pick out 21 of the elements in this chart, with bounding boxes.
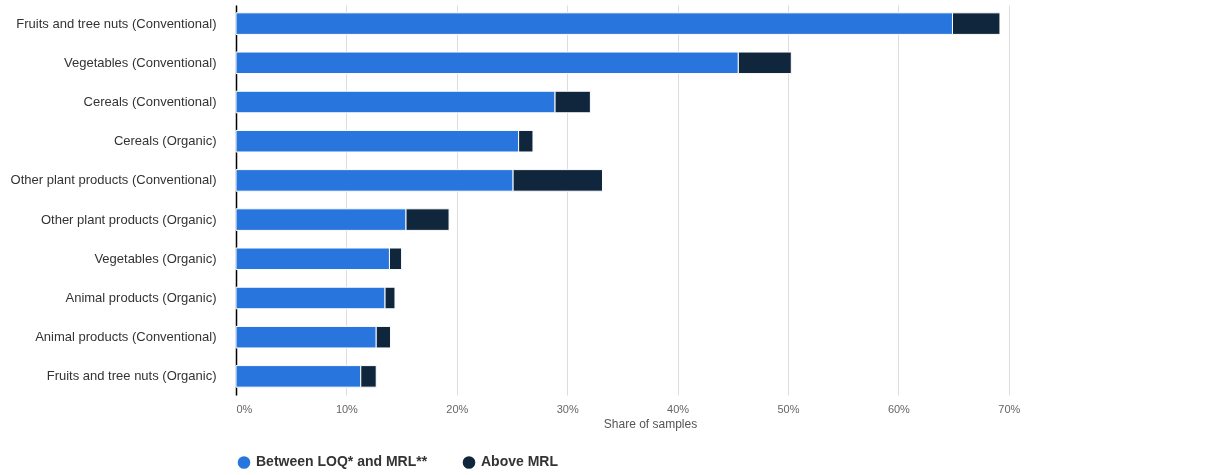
x-tick-label: 70% bbox=[998, 402, 1021, 415]
legend-label: Above MRL bbox=[481, 453, 559, 470]
y-tick-label: Animal products (Conventional) bbox=[35, 329, 217, 345]
legend-label: Between LOQ* and MRL** bbox=[256, 453, 428, 470]
y-tick-label: Cereals (Conventional) bbox=[83, 94, 217, 110]
y-tick-label: Fruits and tree nuts (Organic) bbox=[46, 368, 217, 384]
x-tick-label: 50% bbox=[777, 402, 800, 415]
x-tick-label: 10% bbox=[335, 402, 359, 415]
x-tick-label: 20% bbox=[446, 402, 469, 415]
y-tick-label: Cereals (Organic) bbox=[113, 133, 217, 149]
x-tick-label: 30% bbox=[556, 402, 579, 415]
y-tick-label: Vegetables (Organic) bbox=[94, 250, 217, 266]
x-tick-label: 60% bbox=[887, 402, 911, 415]
y-tick-label: Animal products (Organic) bbox=[65, 289, 217, 305]
y-tick-label: Other plant products (Organic) bbox=[40, 211, 217, 227]
x-axis-title: Share of samples bbox=[603, 416, 698, 431]
y-tick-label: Vegetables (Conventional) bbox=[64, 54, 217, 70]
x-tick-label: 40% bbox=[667, 402, 690, 415]
x-tick-label: 0% bbox=[236, 402, 253, 415]
y-tick-label: Fruits and tree nuts (Conventional) bbox=[16, 15, 217, 31]
y-tick-label: Other plant products (Conventional) bbox=[10, 172, 217, 188]
